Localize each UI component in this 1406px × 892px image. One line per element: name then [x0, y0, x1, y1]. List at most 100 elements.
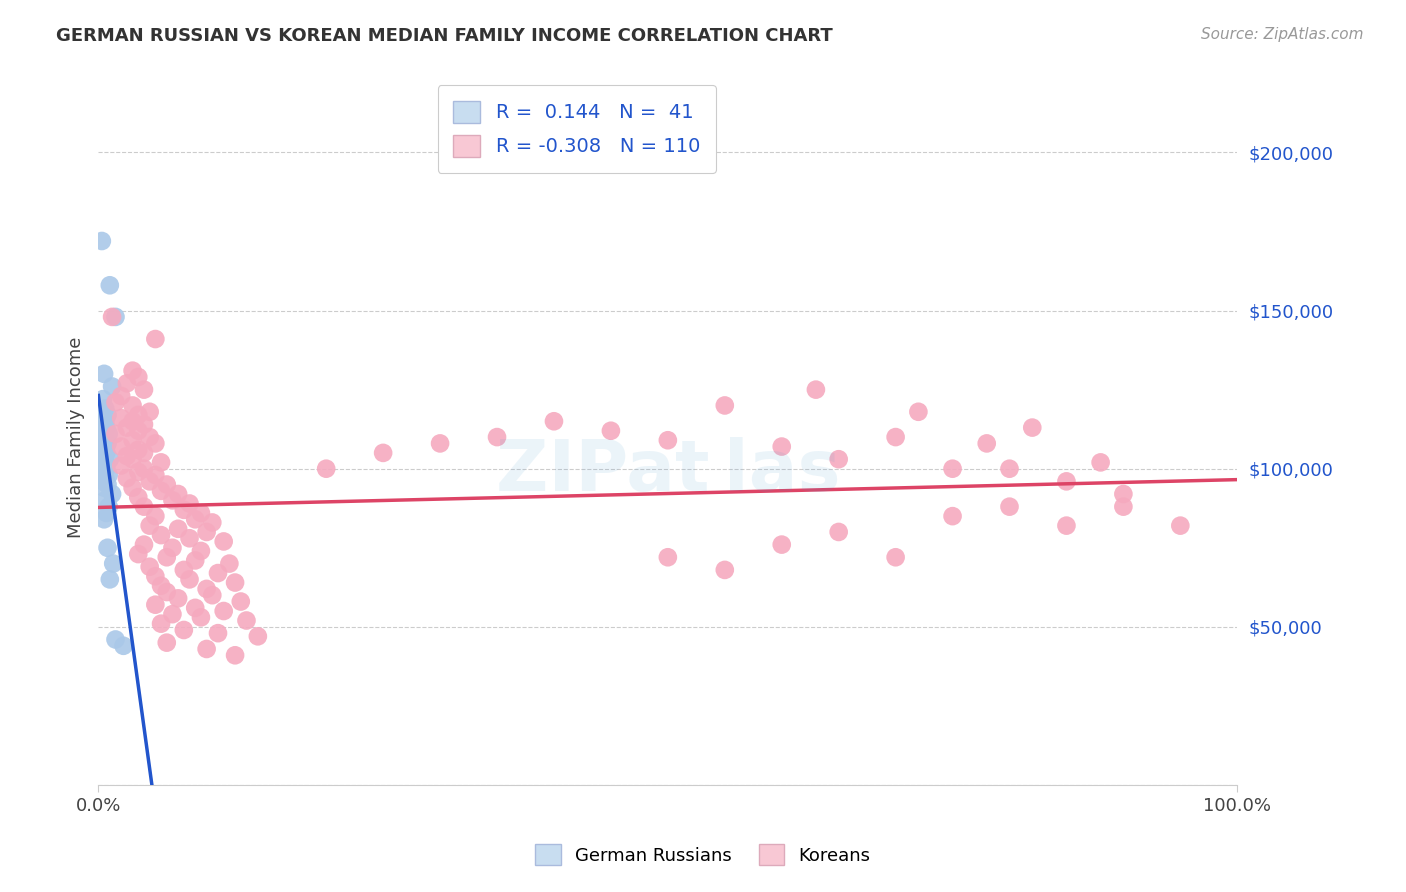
- Point: [93, 512, 115, 526]
- Point: [93, 449, 115, 463]
- Point: [184, 512, 207, 526]
- Point: [96, 446, 118, 460]
- Point: [91, 475, 114, 489]
- Point: [127, 408, 149, 422]
- Point: [195, 524, 218, 539]
- Point: [96, 477, 118, 491]
- Point: [97, 468, 120, 483]
- Point: [138, 475, 160, 489]
- Y-axis label: Median Family Income: Median Family Income: [66, 336, 84, 538]
- Point: [315, 461, 337, 475]
- Point: [714, 399, 737, 413]
- Point: [132, 417, 155, 432]
- Point: [93, 367, 115, 381]
- Point: [96, 436, 118, 450]
- Point: [145, 332, 167, 346]
- Point: [145, 569, 167, 583]
- Point: [145, 468, 167, 483]
- Point: [138, 559, 160, 574]
- Point: [132, 383, 155, 397]
- Point: [162, 607, 184, 622]
- Point: [121, 452, 143, 467]
- Point: [1170, 518, 1192, 533]
- Point: [714, 563, 737, 577]
- Point: [150, 579, 173, 593]
- Point: [212, 604, 235, 618]
- Point: [167, 487, 190, 501]
- Point: [162, 541, 184, 555]
- Point: [998, 461, 1021, 475]
- Point: [1021, 420, 1043, 434]
- Point: [115, 449, 138, 463]
- Point: [224, 648, 246, 663]
- Point: [167, 522, 190, 536]
- Point: [101, 310, 124, 324]
- Point: [184, 553, 207, 567]
- Point: [93, 481, 115, 495]
- Point: [145, 509, 167, 524]
- Point: [104, 426, 127, 441]
- Point: [150, 528, 173, 542]
- Point: [195, 642, 218, 657]
- Point: [600, 424, 623, 438]
- Point: [145, 436, 167, 450]
- Point: [93, 465, 115, 479]
- Point: [212, 534, 235, 549]
- Point: [96, 541, 118, 555]
- Point: [121, 364, 143, 378]
- Point: [110, 411, 132, 425]
- Point: [150, 483, 173, 498]
- Text: Source: ZipAtlas.com: Source: ZipAtlas.com: [1201, 27, 1364, 42]
- Point: [94, 455, 117, 469]
- Point: [90, 234, 112, 248]
- Point: [224, 575, 246, 590]
- Point: [1112, 487, 1135, 501]
- Point: [907, 405, 929, 419]
- Point: [91, 458, 114, 473]
- Point: [173, 623, 195, 637]
- Point: [104, 632, 127, 647]
- Legend: German Russians, Koreans: German Russians, Koreans: [526, 835, 880, 874]
- Point: [96, 506, 118, 520]
- Point: [229, 594, 252, 608]
- Point: [115, 376, 138, 391]
- Point: [98, 278, 121, 293]
- Point: [1056, 475, 1078, 489]
- Point: [156, 635, 179, 649]
- Point: [115, 420, 138, 434]
- Point: [942, 509, 965, 524]
- Point: [770, 440, 793, 454]
- Point: [115, 471, 138, 485]
- Point: [942, 461, 965, 475]
- Point: [96, 408, 118, 422]
- Point: [207, 626, 229, 640]
- Point: [201, 588, 224, 602]
- Point: [486, 430, 509, 444]
- Point: [201, 516, 224, 530]
- Point: [207, 566, 229, 580]
- Point: [884, 430, 907, 444]
- Point: [94, 401, 117, 416]
- Point: [96, 420, 118, 434]
- Point: [138, 405, 160, 419]
- Point: [101, 379, 124, 393]
- Point: [162, 493, 184, 508]
- Point: [93, 440, 115, 454]
- Point: [173, 503, 195, 517]
- Point: [101, 487, 124, 501]
- Point: [127, 370, 149, 384]
- Point: [246, 629, 269, 643]
- Point: [150, 455, 173, 469]
- Point: [127, 490, 149, 504]
- Point: [94, 471, 117, 485]
- Point: [190, 506, 212, 520]
- Point: [184, 600, 207, 615]
- Point: [1056, 518, 1078, 533]
- Point: [657, 434, 679, 448]
- Point: [96, 461, 118, 475]
- Point: [94, 414, 117, 428]
- Point: [173, 563, 195, 577]
- Point: [110, 440, 132, 454]
- Point: [112, 639, 135, 653]
- Point: [94, 434, 117, 448]
